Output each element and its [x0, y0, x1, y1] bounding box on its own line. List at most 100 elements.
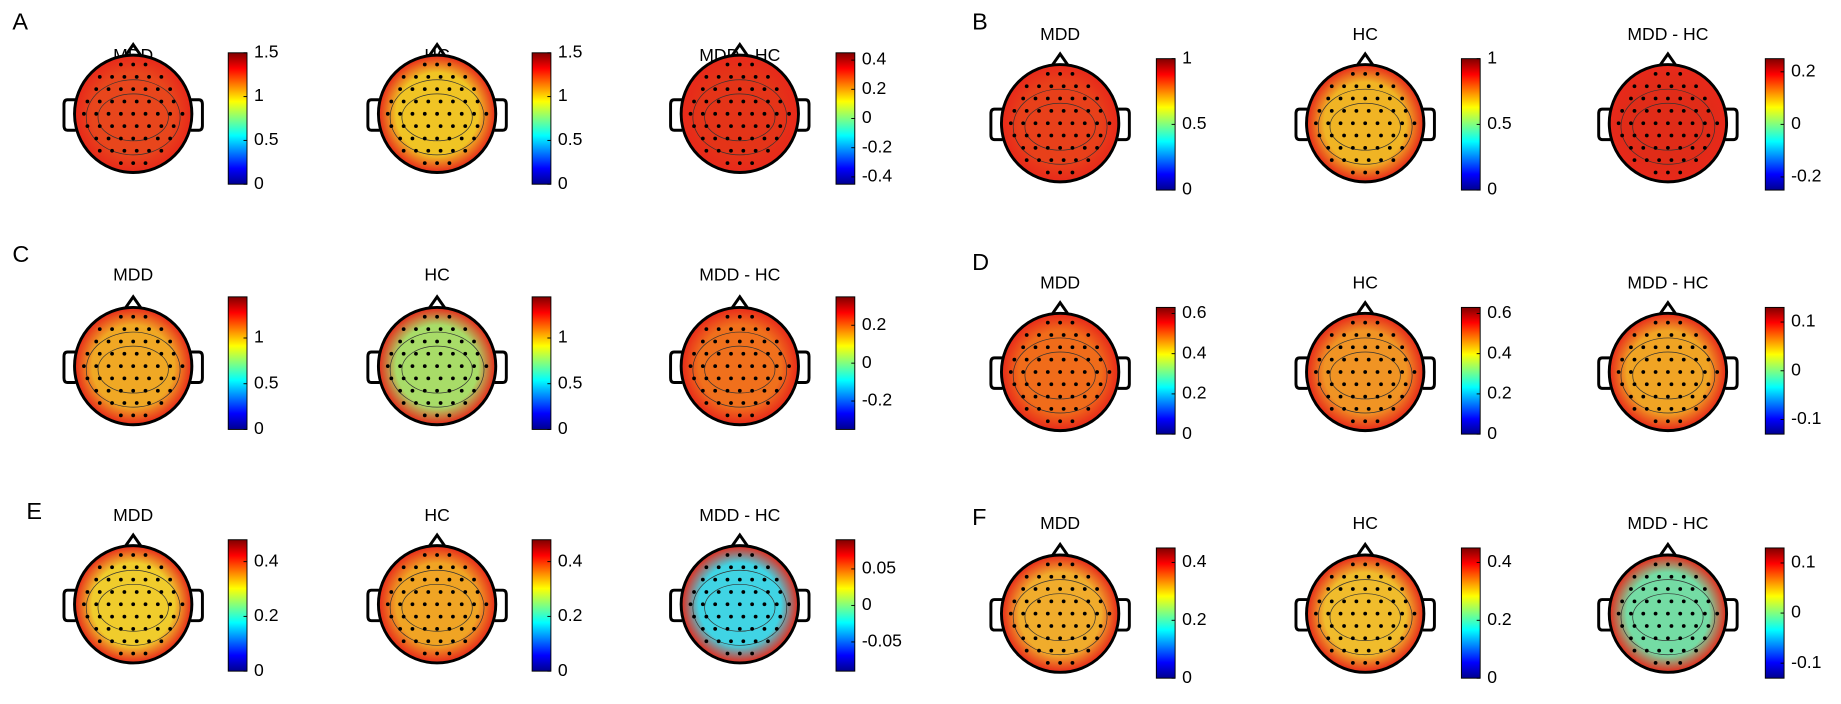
nose	[123, 294, 143, 310]
electrode	[1058, 587, 1063, 591]
contour	[85, 569, 181, 646]
electrode	[110, 124, 114, 129]
electrode	[463, 565, 468, 570]
electrode	[1058, 661, 1063, 665]
electrode	[459, 111, 464, 116]
electrode	[1058, 320, 1063, 325]
electrode	[134, 565, 139, 570]
electrode	[131, 388, 136, 393]
contour	[1024, 593, 1096, 641]
electrode	[1715, 370, 1720, 374]
electrode	[704, 376, 709, 381]
electrode	[762, 339, 767, 344]
electrode	[85, 99, 90, 104]
electrode	[762, 627, 767, 631]
electrode	[155, 388, 160, 393]
electrode	[1098, 624, 1103, 628]
electrode	[1350, 170, 1355, 175]
electrode	[472, 627, 476, 631]
electrode	[1669, 599, 1674, 604]
panel-label: F	[972, 504, 986, 530]
electrode	[700, 388, 705, 393]
electrode	[155, 339, 160, 344]
electrode	[1354, 357, 1359, 362]
electrode	[1403, 382, 1408, 387]
colorbar-tick-label: 0	[254, 660, 264, 680]
electrode	[753, 74, 758, 79]
electrode	[1049, 333, 1054, 337]
electrode	[1024, 84, 1029, 89]
electrode	[1678, 661, 1683, 665]
electrode	[750, 388, 755, 393]
electrode	[422, 314, 427, 319]
electrode	[725, 339, 730, 344]
electrode	[1045, 170, 1050, 175]
electrode	[97, 639, 102, 644]
electrode	[159, 99, 164, 104]
electrode	[1074, 84, 1078, 89]
electrode	[750, 364, 755, 368]
electrode	[422, 388, 427, 393]
electrode	[1098, 382, 1103, 387]
electrode	[1350, 394, 1355, 399]
ear	[190, 98, 204, 132]
electrode	[106, 111, 111, 116]
electrode	[131, 136, 136, 141]
electrode	[398, 627, 403, 631]
electrode	[438, 148, 443, 153]
electrode	[106, 87, 111, 92]
electrode	[1690, 121, 1695, 126]
electrode	[774, 111, 779, 116]
electrode	[1058, 145, 1063, 150]
electrode	[484, 602, 489, 607]
electrode	[118, 136, 123, 141]
contour	[389, 79, 485, 156]
electrode	[1681, 133, 1686, 138]
electrode	[122, 565, 127, 570]
contour	[692, 569, 788, 646]
electrode	[1657, 407, 1661, 411]
electrode	[1620, 382, 1625, 387]
electrode	[1061, 84, 1066, 89]
electrode	[1350, 661, 1355, 665]
electrode	[1350, 419, 1355, 424]
electrode	[1366, 109, 1371, 113]
electrode	[134, 614, 139, 619]
ear	[1117, 107, 1131, 142]
electrode	[1033, 96, 1038, 101]
electrode	[451, 565, 455, 570]
electrode	[1363, 72, 1368, 76]
electrode	[1329, 407, 1334, 411]
electrode	[1641, 345, 1646, 350]
electrode	[131, 62, 136, 67]
colorbar	[531, 52, 552, 185]
electrode	[1037, 407, 1041, 411]
electrode	[1387, 370, 1392, 374]
nose	[427, 532, 447, 548]
electrode	[1021, 636, 1026, 641]
electrode	[414, 401, 418, 405]
ear	[1117, 598, 1131, 632]
electrode	[1074, 158, 1078, 163]
ear	[1117, 356, 1131, 390]
electrode	[1338, 394, 1343, 399]
colorbar-tick-label: 0	[1791, 113, 1801, 133]
electrode	[171, 614, 176, 619]
electrode	[1024, 648, 1029, 653]
electrode	[725, 136, 730, 141]
electrode	[1354, 333, 1359, 337]
electrode	[1412, 611, 1417, 616]
electrode	[1074, 574, 1078, 579]
contour	[85, 331, 181, 408]
electrode	[1403, 109, 1408, 113]
electrode	[159, 401, 164, 405]
electrode	[1086, 599, 1091, 604]
electrode	[1366, 407, 1371, 411]
electrode	[159, 351, 164, 356]
electrode	[131, 577, 136, 582]
electrode	[1379, 599, 1383, 604]
electrode	[447, 413, 452, 418]
electrode	[700, 136, 705, 141]
electrode	[1082, 394, 1087, 399]
electrode	[118, 602, 123, 607]
